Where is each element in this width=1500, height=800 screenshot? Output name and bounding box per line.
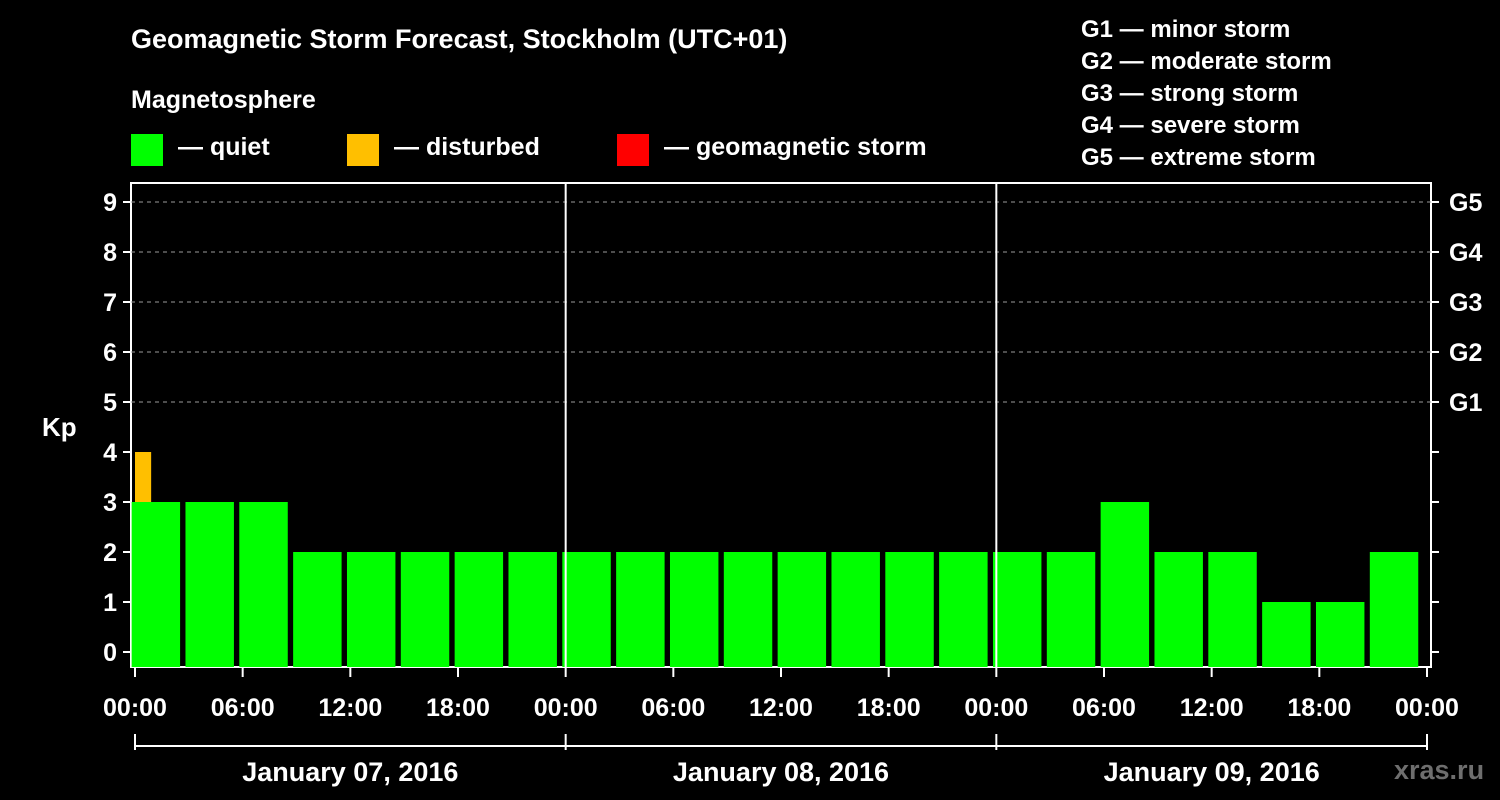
x-tick-label: 00:00 (534, 694, 598, 722)
kp-bar (454, 552, 504, 667)
day-label: January 09, 2016 (1104, 757, 1320, 787)
kp-bar (562, 552, 611, 667)
x-tick-label: 12:00 (318, 694, 382, 722)
legend-label-quiet: — quiet (178, 133, 270, 161)
day-label: January 07, 2016 (242, 757, 458, 787)
kp-bar (293, 552, 342, 667)
day-label: January 08, 2016 (673, 757, 889, 787)
x-tick-label: 00:00 (964, 694, 1028, 722)
y-tick-label: 6 (103, 339, 117, 367)
kp-bar (1262, 602, 1311, 667)
y-tick-label: 7 (103, 289, 117, 317)
kp-bar (939, 552, 988, 667)
kp-bar (185, 502, 234, 667)
legend-label-disturbed: — disturbed (394, 133, 540, 161)
kp-bar (723, 552, 773, 667)
y-tick-label: 9 (103, 189, 117, 217)
y-tick-label: 2 (103, 539, 117, 567)
x-tick-label: 06:00 (1072, 694, 1136, 722)
y-axis-label: Kp (42, 412, 77, 442)
legend-title: Magnetosphere (131, 86, 316, 114)
x-tick-label: 12:00 (1180, 694, 1244, 722)
x-tick-label: 12:00 (749, 694, 813, 722)
kp-bar (992, 552, 1042, 667)
kp-bar (1046, 552, 1096, 667)
y-tick-label: 4 (103, 439, 117, 467)
x-tick-label: 18:00 (426, 694, 490, 722)
kp-bar (885, 552, 934, 667)
storm-level-tick-label: G1 (1449, 389, 1482, 417)
kp-bar (1154, 552, 1203, 667)
x-tick-label: 18:00 (1287, 694, 1351, 722)
x-tick-label: 18:00 (857, 694, 921, 722)
storm-level-g4: G4 — severe storm (1081, 112, 1300, 139)
storm-level-g2: G2 — moderate storm (1081, 48, 1332, 75)
kp-bar (1315, 602, 1365, 667)
y-tick-label: 0 (103, 639, 117, 667)
legend-label-storm: — geomagnetic storm (664, 133, 927, 161)
y-tick-label: 1 (103, 589, 117, 617)
kp-bar (508, 552, 557, 667)
kp-bar (400, 552, 450, 667)
watermark: xras.ru (1394, 755, 1485, 785)
y-tick-label: 8 (103, 239, 117, 267)
x-tick-label: 06:00 (641, 694, 705, 722)
storm-level-tick-label: G3 (1449, 289, 1482, 317)
storm-level-tick-label: G4 (1449, 239, 1482, 267)
y-tick-label: 5 (103, 389, 117, 417)
legend-swatch-quiet (131, 134, 163, 166)
kp-bar (669, 552, 719, 667)
x-tick-label: 00:00 (1395, 694, 1459, 722)
y-tick-label: 3 (103, 489, 117, 517)
kp-bar (131, 502, 181, 667)
x-tick-label: 00:00 (103, 694, 167, 722)
legend-swatch-disturbed (347, 134, 379, 166)
kp-bar (1100, 502, 1150, 667)
storm-level-tick-label: G2 (1449, 339, 1482, 367)
storm-level-g3: G3 — strong storm (1081, 80, 1299, 107)
chart-title: Geomagnetic Storm Forecast, Stockholm (U… (131, 24, 788, 54)
kp-bar (346, 552, 396, 667)
x-tick-label: 06:00 (211, 694, 275, 722)
kp-bar (239, 502, 288, 667)
kp-bar (831, 552, 880, 667)
storm-level-tick-label: G5 (1449, 189, 1482, 217)
storm-level-g1: G1 — minor storm (1081, 16, 1291, 43)
kp-bar (777, 552, 827, 667)
kp-bar (616, 552, 665, 667)
kp-bar (1208, 552, 1257, 667)
kp-bar (1369, 552, 1419, 667)
storm-level-legend: G1 — minor storm G2 — moderate storm G3 … (1081, 14, 1332, 174)
legend-swatch-storm (617, 134, 649, 166)
storm-level-g5: G5 — extreme storm (1081, 144, 1316, 171)
